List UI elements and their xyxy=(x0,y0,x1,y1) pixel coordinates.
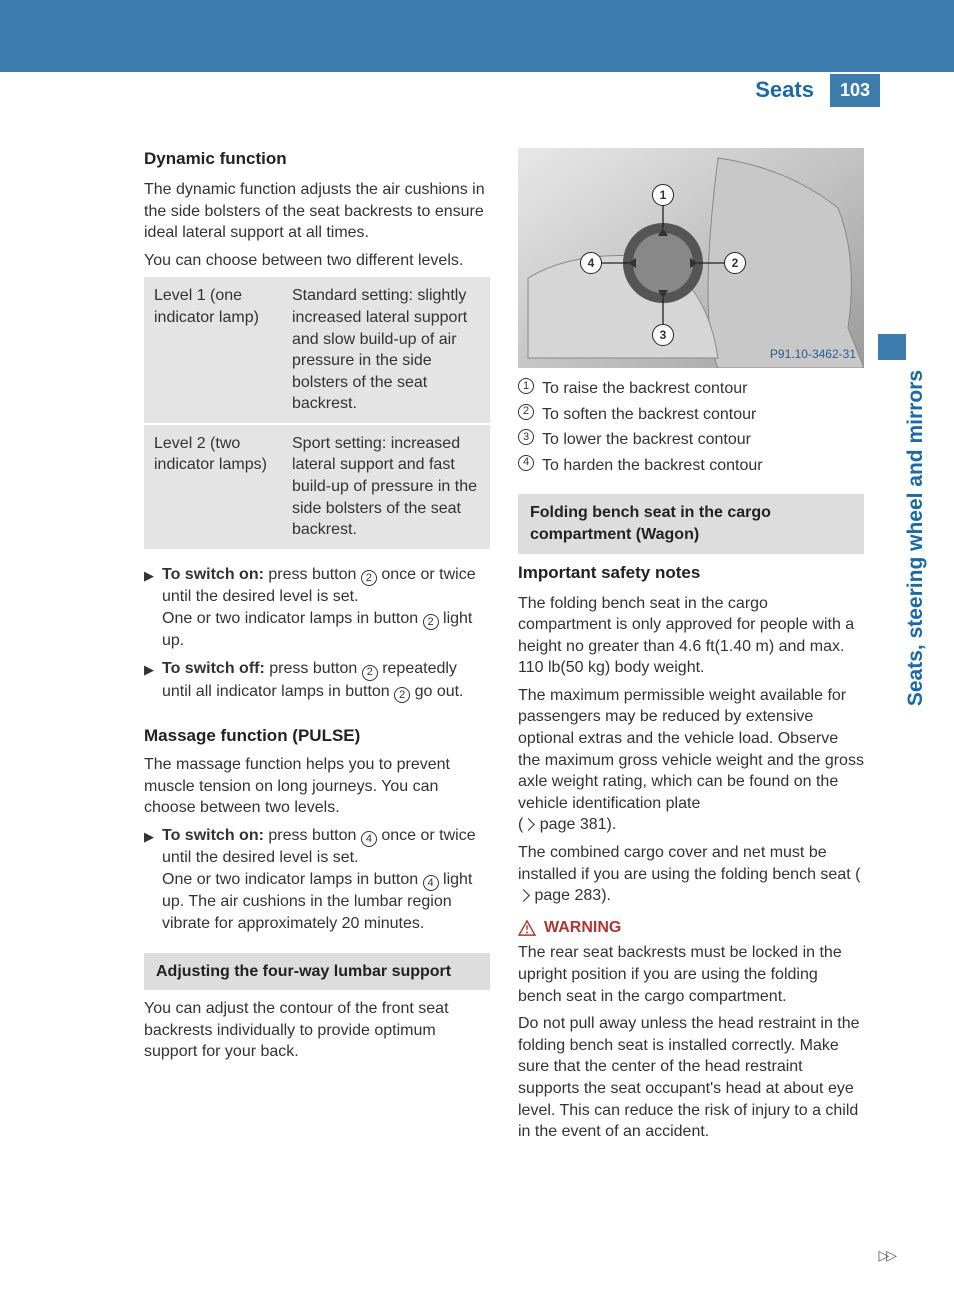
list-item: 3 To lower the backrest contour xyxy=(518,429,864,451)
step-lead: To switch on: xyxy=(162,566,264,583)
triangle-icon: ▶ xyxy=(144,564,154,652)
step-lead: To switch on: xyxy=(162,827,264,844)
callout-text: To harden the backrest contour xyxy=(542,455,763,477)
heading-safety-notes: Important safety notes xyxy=(518,562,864,585)
callout-4: 4 xyxy=(580,252,602,274)
xref-icon xyxy=(522,819,535,832)
callout-legend: 1 To raise the backrest contour 2 To sof… xyxy=(518,378,864,476)
heading-bench-seat: Folding bench seat in the cargo compartm… xyxy=(518,494,864,553)
right-column: 1 2 3 4 P91.10-3462-31 1 To raise the ba… xyxy=(518,148,864,1149)
level-desc: Sport setting: increased lateral support… xyxy=(292,433,480,541)
page-number: 103 xyxy=(830,74,880,107)
callout-3: 3 xyxy=(652,324,674,346)
callout-num-icon: 2 xyxy=(518,404,534,420)
massage-p1: The massage function helps you to preven… xyxy=(144,754,490,819)
button-ref-icon: 2 xyxy=(362,665,378,681)
section-title: Seats xyxy=(755,77,814,103)
button-ref-icon: 4 xyxy=(423,875,439,891)
button-ref-icon: 2 xyxy=(423,614,439,630)
lumbar-control-figure: 1 2 3 4 P91.10-3462-31 xyxy=(518,148,864,368)
warning-icon xyxy=(518,920,536,936)
bench-p1: The folding bench seat in the cargo comp… xyxy=(518,593,864,679)
page-header: Seats 103 xyxy=(0,72,954,108)
level-label: Level 2 (two indicator lamps) xyxy=(154,433,284,541)
top-bar xyxy=(0,0,954,72)
triangle-icon: ▶ xyxy=(144,825,154,935)
continued-icon: ▷▷ xyxy=(878,1247,894,1264)
dynamic-p2: You can choose between two different lev… xyxy=(144,250,490,272)
warning-label: WARNING xyxy=(544,917,621,939)
table-row: Level 1 (one indicator lamp) Standard se… xyxy=(144,277,490,424)
levels-table: Level 1 (one indicator lamp) Standard se… xyxy=(144,277,490,550)
heading-dynamic-function: Dynamic function xyxy=(144,148,490,171)
callout-num-icon: 1 xyxy=(518,378,534,394)
callout-text: To raise the backrest contour xyxy=(542,378,747,400)
callout-2: 2 xyxy=(724,252,746,274)
step-massage-on: ▶ To switch on: press button 4 once or t… xyxy=(144,825,490,935)
level-desc: Standard setting: slightly increased lat… xyxy=(292,285,480,415)
heading-lumbar: Adjusting the four-way lumbar support xyxy=(144,953,490,991)
list-item: 1 To raise the backrest contour xyxy=(518,378,864,400)
step-body: To switch on: press button 2 once or twi… xyxy=(162,564,490,652)
heading-massage: Massage function (PULSE) xyxy=(144,725,490,748)
side-chapter-label: Seats, steering wheel and mirrors xyxy=(904,370,928,706)
step-body: To switch on: press button 4 once or twi… xyxy=(162,825,490,935)
button-ref-icon: 4 xyxy=(361,831,377,847)
button-ref-icon: 2 xyxy=(361,570,377,586)
content-area: Dynamic function The dynamic function ad… xyxy=(0,108,954,1169)
callout-text: To lower the backrest contour xyxy=(542,429,751,451)
xref-icon xyxy=(517,889,530,902)
callout-num-icon: 3 xyxy=(518,429,534,445)
table-row: Level 2 (two indicator lamps) Sport sett… xyxy=(144,424,490,550)
triangle-icon: ▶ xyxy=(144,658,154,703)
dynamic-p1: The dynamic function adjusts the air cus… xyxy=(144,179,490,244)
warning-p2: Do not pull away unless the head restrai… xyxy=(518,1013,864,1143)
step-switch-off: ▶ To switch off: press button 2 repeated… xyxy=(144,658,490,703)
step-body: To switch off: press button 2 repeatedly… xyxy=(162,658,490,703)
lumbar-p1: You can adjust the contour of the front … xyxy=(144,998,490,1063)
list-item: 2 To soften the backrest contour xyxy=(518,404,864,426)
four-way-dial: 1 2 3 4 xyxy=(588,188,738,338)
step-switch-on: ▶ To switch on: press button 2 once or t… xyxy=(144,564,490,652)
warning-heading: WARNING xyxy=(518,917,864,939)
callout-text: To soften the backrest contour xyxy=(542,404,756,426)
callout-1: 1 xyxy=(652,184,674,206)
bench-p2: The maximum permissible weight available… xyxy=(518,685,864,836)
bench-p3: The combined cargo cover and net must be… xyxy=(518,842,864,907)
level-label: Level 1 (one indicator lamp) xyxy=(154,285,284,415)
figure-reference: P91.10-3462-31 xyxy=(770,346,856,362)
step-lead: To switch off: xyxy=(162,660,265,677)
callout-num-icon: 4 xyxy=(518,455,534,471)
side-tab-accent xyxy=(878,334,906,360)
left-column: Dynamic function The dynamic function ad… xyxy=(144,148,490,1149)
button-ref-icon: 2 xyxy=(394,687,410,703)
list-item: 4 To harden the backrest contour xyxy=(518,455,864,477)
warning-p1: The rear seat backrests must be locked i… xyxy=(518,942,864,1007)
